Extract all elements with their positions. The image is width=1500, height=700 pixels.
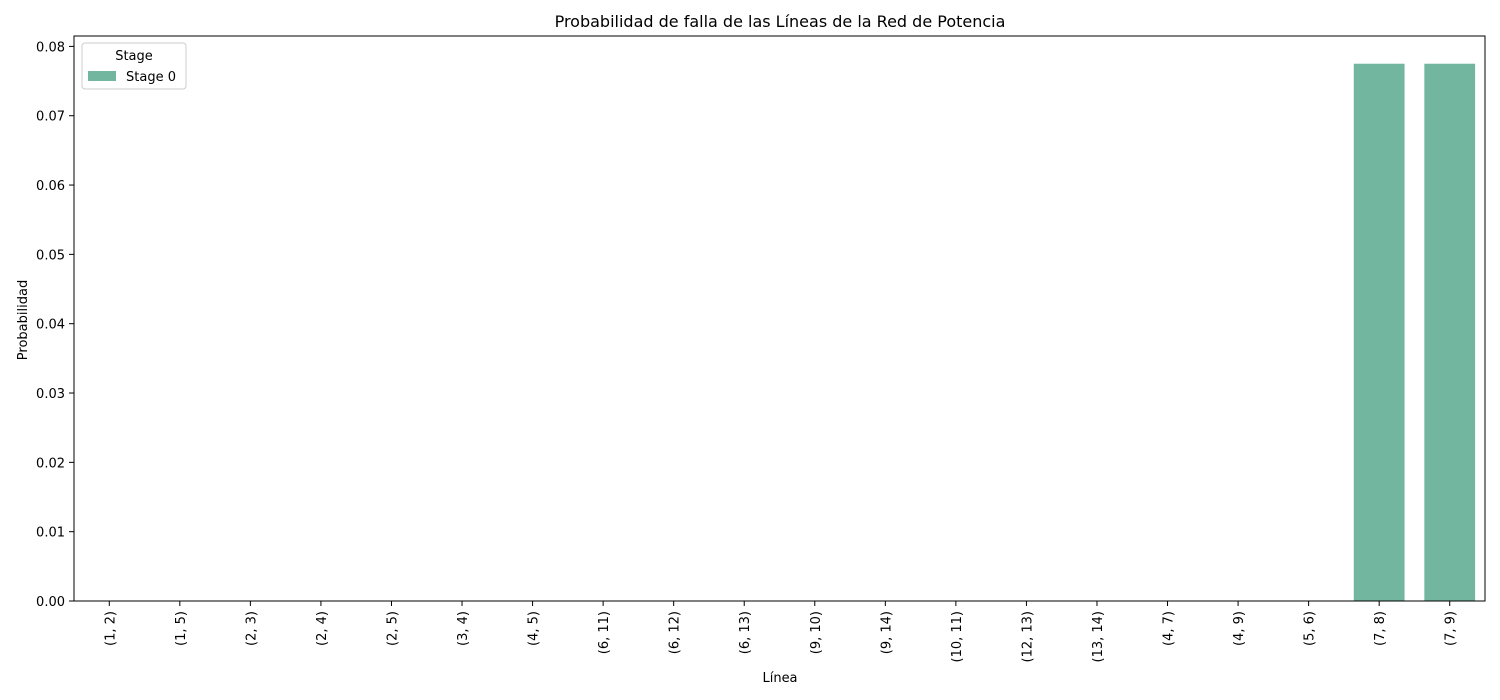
legend: Stage Stage 0 bbox=[81, 42, 187, 90]
x-tick-label: (7, 9) bbox=[1444, 611, 1459, 646]
x-tick-label: (4, 9) bbox=[1232, 611, 1247, 646]
y-tick-label: 0.07 bbox=[36, 110, 65, 125]
x-tick-label: (3, 4) bbox=[456, 611, 471, 646]
y-tick-label: 0.01 bbox=[36, 526, 65, 541]
y-tick-label: 0.00 bbox=[36, 595, 65, 610]
x-tick-label: (10, 11) bbox=[950, 611, 965, 663]
x-tick-label: (2, 5) bbox=[385, 611, 400, 646]
x-tick-label: (6, 13) bbox=[738, 611, 753, 654]
x-axis-label: Línea bbox=[762, 671, 797, 686]
x-tick-label: (5, 6) bbox=[1303, 611, 1318, 646]
x-axis: (1, 2) (1, 5) (2, 3) (2, 4) (2, 5) (3, 4) (4, … bbox=[103, 601, 1459, 663]
y-tick-label: 0.02 bbox=[36, 456, 65, 471]
chart-title: Probabilidad de falla de las Líneas de l… bbox=[555, 12, 1006, 31]
x-tick-label: (12, 13) bbox=[1020, 611, 1035, 663]
x-tick-label: (4, 5) bbox=[527, 611, 542, 646]
bar bbox=[1424, 63, 1476, 602]
y-tick-label: 0.08 bbox=[36, 40, 65, 55]
x-tick-label: (9, 10) bbox=[809, 611, 824, 654]
x-tick-label: (13, 14) bbox=[1091, 611, 1106, 663]
x-tick-label: (1, 2) bbox=[103, 611, 118, 646]
x-tick-label: (9, 14) bbox=[879, 611, 894, 654]
y-axis: 0.00 0.01 0.02 0.03 0.04 0.05 0.06 0.07 0.08 bbox=[36, 40, 74, 610]
x-tick-label: (6, 12) bbox=[668, 611, 683, 654]
bars-group bbox=[1353, 63, 1476, 602]
x-tick-label: (2, 3) bbox=[244, 611, 259, 646]
y-tick-label: 0.05 bbox=[36, 248, 65, 263]
legend-title: Stage bbox=[115, 49, 153, 64]
x-tick-label: (1, 5) bbox=[174, 611, 189, 646]
y-tick-label: 0.03 bbox=[36, 387, 65, 402]
x-tick-label: (7, 8) bbox=[1373, 611, 1388, 646]
bar bbox=[1353, 63, 1405, 602]
legend-swatch bbox=[88, 71, 116, 81]
legend-entry-label: Stage 0 bbox=[126, 70, 176, 85]
plot-frame bbox=[73, 35, 1486, 602]
y-axis-label: Probabilidad bbox=[16, 280, 31, 360]
x-tick-label: (2, 4) bbox=[315, 611, 330, 646]
y-tick-label: 0.06 bbox=[36, 179, 65, 194]
x-tick-label: (4, 7) bbox=[1162, 611, 1177, 646]
y-tick-label: 0.04 bbox=[36, 318, 65, 333]
x-tick-label: (6, 11) bbox=[597, 611, 612, 654]
